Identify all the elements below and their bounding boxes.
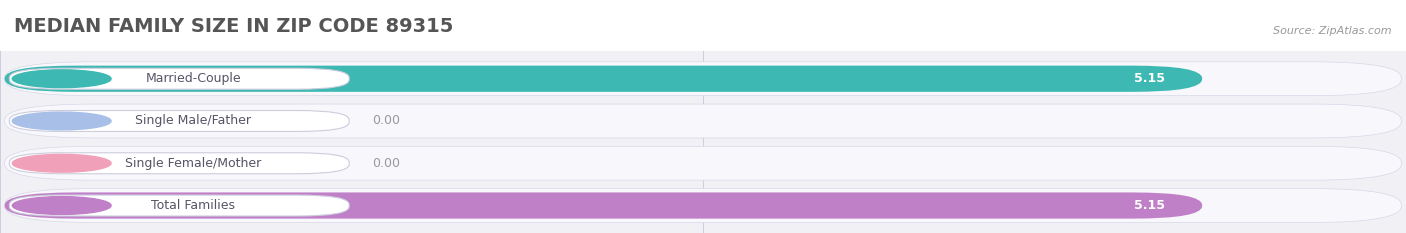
- Text: Married-Couple: Married-Couple: [145, 72, 242, 85]
- Text: MEDIAN FAMILY SIZE IN ZIP CODE 89315: MEDIAN FAMILY SIZE IN ZIP CODE 89315: [14, 17, 453, 36]
- FancyBboxPatch shape: [4, 146, 1402, 180]
- Text: Single Male/Father: Single Male/Father: [135, 114, 252, 127]
- Text: 5.15: 5.15: [1133, 72, 1164, 85]
- FancyBboxPatch shape: [10, 110, 349, 131]
- Text: Total Families: Total Families: [152, 199, 235, 212]
- Text: 0.00: 0.00: [373, 114, 401, 127]
- FancyBboxPatch shape: [4, 62, 1402, 96]
- Circle shape: [13, 154, 111, 172]
- FancyBboxPatch shape: [4, 104, 1402, 138]
- Text: 0.00: 0.00: [373, 157, 401, 170]
- Text: Single Female/Mother: Single Female/Mother: [125, 157, 262, 170]
- Text: 5.15: 5.15: [1133, 199, 1164, 212]
- Circle shape: [13, 197, 111, 214]
- FancyBboxPatch shape: [4, 66, 1202, 92]
- Text: Source: ZipAtlas.com: Source: ZipAtlas.com: [1274, 26, 1392, 36]
- FancyBboxPatch shape: [10, 195, 349, 216]
- FancyBboxPatch shape: [10, 153, 349, 174]
- FancyBboxPatch shape: [4, 192, 1202, 219]
- Circle shape: [13, 112, 111, 130]
- Circle shape: [13, 70, 111, 88]
- FancyBboxPatch shape: [10, 68, 349, 89]
- FancyBboxPatch shape: [4, 189, 1402, 223]
